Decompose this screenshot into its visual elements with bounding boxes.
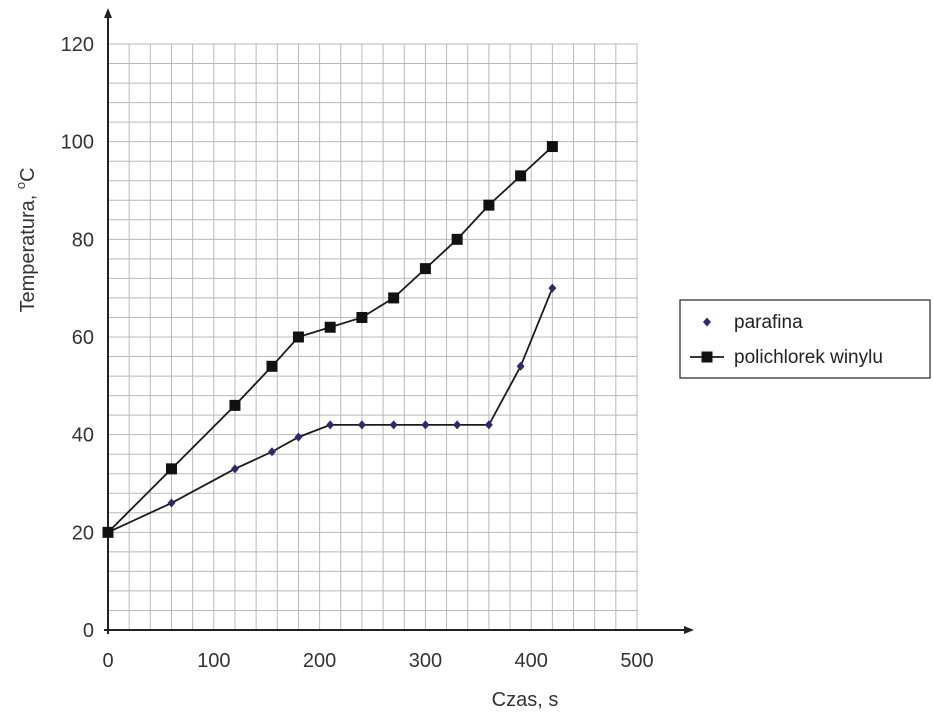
x-axis-arrow <box>684 626 694 634</box>
series-1 <box>102 141 558 538</box>
data-point <box>419 263 431 275</box>
data-point <box>229 399 241 411</box>
y-tick-label: 40 <box>72 425 94 447</box>
x-tick-label: 500 <box>620 650 653 672</box>
data-point <box>388 292 400 304</box>
tick-labels: 0 20 40 60 80 100 120 0 100 200 300 400 500 <box>61 34 654 672</box>
y-axis-title-main: Temperatura, <box>17 189 39 312</box>
series-0 <box>104 283 557 537</box>
y-axis-arrow <box>104 8 112 18</box>
data-point <box>451 233 463 245</box>
y-tick-label: 60 <box>72 327 94 349</box>
data-point <box>326 420 335 430</box>
y-tick-label: 20 <box>72 522 94 544</box>
y-tick-label: 80 <box>72 229 94 251</box>
x-tick-label: 400 <box>515 650 548 672</box>
x-tick-label: 100 <box>197 650 230 672</box>
legend-box <box>679 299 931 379</box>
data-point <box>515 170 527 182</box>
data-point <box>453 420 462 430</box>
x-tick-label: 0 <box>102 650 113 672</box>
x-tick-label: 300 <box>409 650 442 672</box>
y-tick-label: 0 <box>83 620 94 642</box>
x-tick-label: 200 <box>303 650 336 672</box>
series-layer <box>102 141 558 538</box>
y-tick-label: 120 <box>61 34 94 56</box>
data-point <box>324 321 336 333</box>
legend-label: polichlorek winylu <box>734 347 883 368</box>
data-point <box>548 283 557 293</box>
data-point <box>292 331 304 343</box>
data-point <box>102 526 114 538</box>
data-point <box>484 420 493 430</box>
data-point <box>483 199 495 211</box>
data-point <box>389 420 398 430</box>
data-point <box>357 420 366 430</box>
legend: parafina polichlorek winylu <box>679 299 931 379</box>
data-point <box>267 447 276 457</box>
y-tick-label: 100 <box>61 132 94 154</box>
data-point <box>230 464 239 474</box>
y-axis-title: Temperatura, oC <box>13 167 39 312</box>
legend-marker <box>701 351 713 363</box>
y-axis-title-sup: o <box>13 182 28 189</box>
legend-label: parafina <box>734 312 803 333</box>
data-point <box>165 463 177 475</box>
legend-marker <box>703 317 711 327</box>
data-point <box>167 498 176 508</box>
y-axis-title-unit: C <box>17 167 39 181</box>
data-point <box>266 360 278 372</box>
data-point <box>546 141 558 153</box>
data-point <box>516 361 525 371</box>
data-point <box>294 432 303 442</box>
grid <box>107 43 638 631</box>
x-axis-title: Czas, s <box>492 689 559 711</box>
data-point <box>421 420 430 430</box>
data-point <box>356 311 368 323</box>
